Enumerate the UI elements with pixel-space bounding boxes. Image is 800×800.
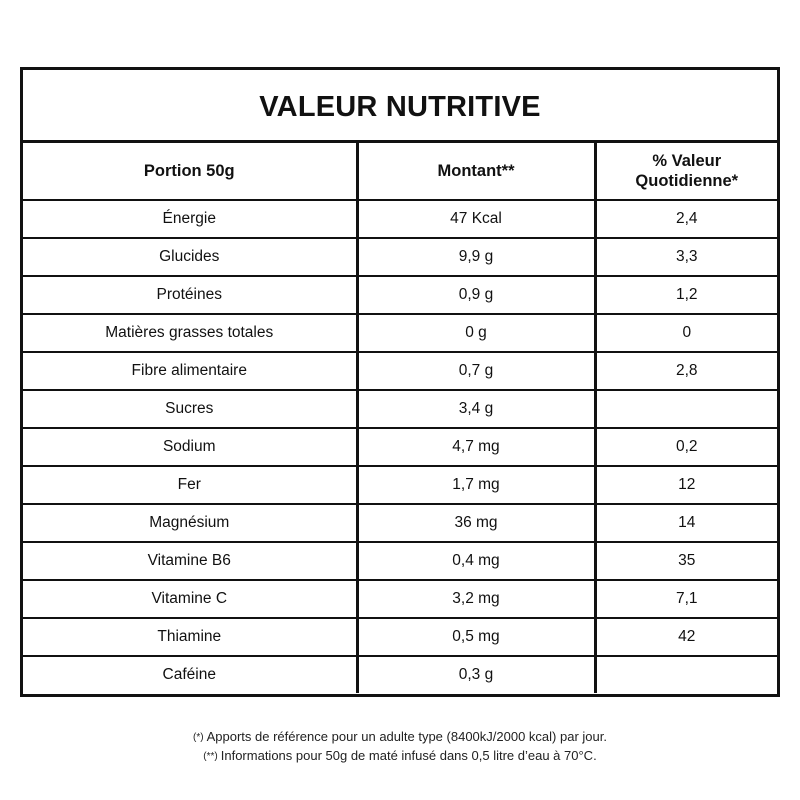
page-title: VALEUR NUTRITIVE [259, 90, 541, 123]
nutrient-daily-value: 2,8 [595, 351, 777, 390]
table-row: Vitamine C 3,2 mg 7,1 [23, 579, 777, 618]
nutrient-amount: 3,4 g [357, 389, 597, 428]
table-header: Portion 50g Montant** % Valeur Quotidien… [23, 143, 777, 201]
nutrient-amount: 0,4 mg [357, 541, 597, 580]
header-portion: Portion 50g [23, 143, 359, 201]
footnote: (*) Apports de référence pour un adulte t… [0, 728, 800, 747]
nutrient-amount: 0,3 g [357, 655, 597, 693]
nutrient-daily-value: 42 [595, 617, 777, 656]
nutrient-daily-value: 7,1 [595, 579, 777, 618]
table-row: Matières grasses totales 0 g 0 [23, 313, 777, 352]
table-row: Sodium 4,7 mg 0,2 [23, 427, 777, 466]
nutrient-name: Matières grasses totales [23, 313, 359, 352]
nutrient-amount: 1,7 mg [357, 465, 597, 504]
footnote-mark: (**) [203, 751, 218, 762]
table-row: Énergie 47 Kcal 2,4 [23, 200, 777, 238]
table-row: Magnésium 36 mg 14 [23, 503, 777, 542]
nutrient-name: Sucres [23, 389, 359, 428]
nutrient-amount: 0,9 g [357, 275, 597, 314]
nutrient-daily-value [595, 655, 777, 693]
header-amount: Montant** [357, 143, 597, 201]
nutrient-daily-value: 1,2 [595, 275, 777, 314]
nutrition-table-panel: VALEUR NUTRITIVE Portion 50g Montant** %… [20, 67, 780, 697]
nutrient-name: Thiamine [23, 617, 359, 656]
nutrient-name: Vitamine B6 [23, 541, 359, 580]
footnote-text: Apports de référence pour un adulte type… [206, 729, 607, 744]
table-row: Caféine 0,3 g [23, 655, 777, 693]
nutrient-name: Vitamine C [23, 579, 359, 618]
table-body: Énergie 47 Kcal 2,4 Glucides 9,9 g 3,3 P… [23, 200, 777, 693]
nutrient-daily-value: 12 [595, 465, 777, 504]
nutrient-amount: 0,7 g [357, 351, 597, 390]
header-daily-value: % Valeur Quotidienne* [595, 143, 777, 201]
nutrient-amount: 36 mg [357, 503, 597, 542]
nutrient-name: Fer [23, 465, 359, 504]
nutrient-amount: 9,9 g [357, 237, 597, 276]
header-daily-value-line2: Quotidienne* [635, 172, 739, 190]
nutrient-daily-value: 0 [595, 313, 777, 352]
nutrient-name: Caféine [23, 655, 359, 693]
table-row: Protéines 0,9 g 1,2 [23, 275, 777, 314]
footnotes: (*) Apports de référence pour un adulte t… [0, 728, 800, 766]
nutrient-daily-value [595, 389, 777, 428]
footnote: (**) Informations pour 50g de maté infusé… [0, 747, 800, 766]
nutrient-amount: 47 Kcal [357, 200, 597, 238]
header-row: Portion 50g Montant** % Valeur Quotidien… [23, 143, 777, 201]
nutrient-amount: 3,2 mg [357, 579, 597, 618]
nutrient-daily-value: 14 [595, 503, 777, 542]
table-row: Fer 1,7 mg 12 [23, 465, 777, 504]
nutrient-daily-value: 35 [595, 541, 777, 580]
nutrient-name: Sodium [23, 427, 359, 466]
table-row: Vitamine B6 0,4 mg 35 [23, 541, 777, 580]
header-daily-value-line1: % Valeur [652, 152, 722, 170]
nutrient-name: Énergie [23, 200, 359, 238]
nutrient-name: Magnésium [23, 503, 359, 542]
nutrient-amount: 0,5 mg [357, 617, 597, 656]
nutrient-amount: 0 g [357, 313, 597, 352]
nutrient-daily-value: 0,2 [595, 427, 777, 466]
nutrient-amount: 4,7 mg [357, 427, 597, 466]
title-bar: VALEUR NUTRITIVE [23, 70, 777, 143]
nutrient-daily-value: 2,4 [675, 210, 698, 227]
nutrient-name: Protéines [23, 275, 359, 314]
nutrition-table: Portion 50g Montant** % Valeur Quotidien… [23, 143, 777, 693]
table-row: Thiamine 0,5 mg 42 [23, 617, 777, 656]
table-row: Sucres 3,4 g [23, 389, 777, 428]
footnote-text: Informations pour 50g de maté infusé dan… [220, 748, 597, 763]
table-row: Fibre alimentaire 0,7 g 2,8 [23, 351, 777, 390]
table-row: Glucides 9,9 g 3,3 [23, 237, 777, 276]
nutrient-daily-value: 3,3 [595, 237, 777, 276]
nutrient-name: Fibre alimentaire [23, 351, 359, 390]
footnote-mark: (*) [193, 732, 204, 743]
nutrient-name: Glucides [23, 237, 359, 276]
